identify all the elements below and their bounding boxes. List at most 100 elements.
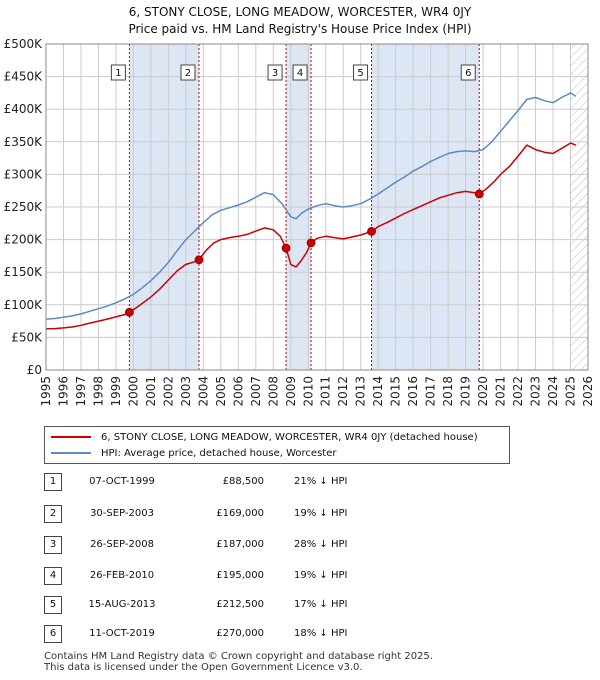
x-tick-label: 2019 xyxy=(459,376,473,407)
x-tick-label: 2013 xyxy=(354,376,368,407)
legend-swatch-hpi xyxy=(51,452,91,454)
x-tick-label: 2011 xyxy=(319,376,333,407)
sale-number-badge: 5 xyxy=(44,596,62,614)
sale-number-badge: 6 xyxy=(44,625,62,643)
sale-point xyxy=(474,189,484,199)
y-tick-label: £50K xyxy=(11,330,43,344)
y-tick-label: £450K xyxy=(4,70,44,84)
sale-hpi-diff: 21% ↓ HPI xyxy=(294,476,348,487)
x-tick-label: 1997 xyxy=(74,376,88,407)
sale-label-box xyxy=(267,64,283,81)
x-tick-label: 2020 xyxy=(476,376,490,407)
title-line-1: 6, STONY CLOSE, LONG MEADOW, WORCESTER, … xyxy=(128,5,472,19)
sale-label-box xyxy=(353,64,369,81)
x-tick-label: 2004 xyxy=(196,376,210,407)
x-tick-label: 2018 xyxy=(441,376,455,407)
sale-point xyxy=(124,307,134,317)
sale-label-text: 5 xyxy=(357,68,363,79)
sale-row: 1 07-OCT-1999 £88,500 21% ↓ HPI xyxy=(44,473,424,491)
x-tick-label: 1999 xyxy=(109,376,123,407)
sale-number-badge: 3 xyxy=(44,536,62,554)
sale-label-box xyxy=(180,64,196,81)
property-price-line xyxy=(45,142,577,330)
sale-row: 3 26-SEP-2008 £187,000 28% ↓ HPI xyxy=(44,536,424,554)
x-tick-label: 2001 xyxy=(144,376,158,407)
sale-label-box xyxy=(110,64,126,81)
sale-price: £88,500 xyxy=(222,476,264,487)
legend-label-hpi: HPI: Average price, detached house, Worc… xyxy=(101,447,337,459)
sale-price: £187,000 xyxy=(216,539,264,550)
x-tick-label: 2002 xyxy=(161,376,175,407)
sale-label-text: 6 xyxy=(465,68,471,79)
hpi-line xyxy=(45,92,577,320)
sale-date: 30-SEP-2003 xyxy=(90,508,154,519)
y-tick-label: £250K xyxy=(4,200,44,214)
x-tick-label: 2021 xyxy=(494,376,508,407)
sale-number-badge: 4 xyxy=(44,567,62,585)
sale-number-badge: 1 xyxy=(44,473,62,491)
sale-date: 11-OCT-2019 xyxy=(89,628,155,639)
footer-copyright: Contains HM Land Registry data © Crown c… xyxy=(44,651,433,662)
sale-hpi-diff: 28% ↓ HPI xyxy=(294,539,348,550)
sale-label-box xyxy=(292,64,308,81)
x-tick-label: 2026 xyxy=(581,376,595,407)
legend-label-property: 6, STONY CLOSE, LONG MEADOW, WORCESTER, … xyxy=(101,431,478,443)
x-tick-label: 2017 xyxy=(424,376,438,407)
footer-licence: This data is licensed under the Open Gov… xyxy=(44,662,363,673)
sale-hpi-diff: 19% ↓ HPI xyxy=(294,508,348,519)
legend-swatch-property xyxy=(51,436,91,438)
x-tick-label: 2025 xyxy=(564,376,578,407)
x-tick-label: 2023 xyxy=(529,376,543,407)
sale-label-text: 4 xyxy=(297,68,303,79)
legend-item-property: 6, STONY CLOSE, LONG MEADOW, WORCESTER, … xyxy=(51,430,478,444)
sale-row: 6 11-OCT-2019 £270,000 18% ↓ HPI xyxy=(44,625,424,643)
x-tick-label: 1996 xyxy=(56,376,70,407)
sale-date: 07-OCT-1999 xyxy=(89,476,155,487)
x-tick-label: 1995 xyxy=(39,376,53,407)
sale-price: £212,500 xyxy=(216,599,264,610)
x-tick-label: 2003 xyxy=(179,376,193,407)
sale-date: 26-SEP-2008 xyxy=(90,539,154,550)
sale-point xyxy=(367,227,376,236)
sale-hpi-diff: 19% ↓ HPI xyxy=(294,570,348,581)
y-tick-label: £0 xyxy=(27,363,42,377)
sale-hpi-diff: 18% ↓ HPI xyxy=(294,628,348,639)
sale-row: 2 30-SEP-2003 £169,000 19% ↓ HPI xyxy=(44,505,424,523)
x-tick-label: 2006 xyxy=(231,376,245,407)
y-tick-label: £300K xyxy=(4,167,44,181)
y-tick-label: £350K xyxy=(4,135,44,149)
y-tick-label: £100K xyxy=(4,298,44,312)
x-tick-label: 2012 xyxy=(336,376,350,407)
x-tick-label: 2015 xyxy=(389,376,403,407)
x-tick-label: 2014 xyxy=(371,376,385,407)
sale-point xyxy=(306,238,316,248)
sale-date: 15-AUG-2013 xyxy=(88,599,156,610)
x-tick-label: 2007 xyxy=(249,376,263,407)
sale-price: £195,000 xyxy=(216,570,264,581)
x-tick-label: 2008 xyxy=(266,376,280,407)
sale-row: 4 26-FEB-2010 £195,000 19% ↓ HPI xyxy=(44,567,424,585)
sale-point xyxy=(281,243,291,253)
footer: Contains HM Land Registry data © Crown c… xyxy=(44,651,433,673)
y-tick-label: £200K xyxy=(4,233,44,247)
sale-price: £169,000 xyxy=(216,508,264,519)
x-tick-label: 2024 xyxy=(546,376,560,407)
x-tick-label: 1998 xyxy=(91,376,105,407)
sale-point xyxy=(194,255,204,265)
y-tick-label: £400K xyxy=(4,102,44,116)
x-tick-label: 2016 xyxy=(406,376,420,407)
y-tick-label: £150K xyxy=(4,265,44,279)
x-tick-label: 2010 xyxy=(301,376,315,407)
sale-label-text: 3 xyxy=(272,68,278,79)
x-tick-label: 2022 xyxy=(511,376,525,407)
x-tick-label: 2009 xyxy=(284,376,298,407)
sale-label-box xyxy=(460,64,476,81)
plot-frame xyxy=(45,43,589,371)
legend-item-hpi: HPI: Average price, detached house, Worc… xyxy=(51,446,336,460)
sale-label-text: 2 xyxy=(185,68,191,79)
sale-hpi-diff: 17% ↓ HPI xyxy=(294,599,348,610)
legend: 6, STONY CLOSE, LONG MEADOW, WORCESTER, … xyxy=(44,426,510,464)
sale-date: 26-FEB-2010 xyxy=(89,570,155,581)
x-tick-label: 2005 xyxy=(214,376,228,407)
y-tick-label: £500K xyxy=(4,37,44,51)
